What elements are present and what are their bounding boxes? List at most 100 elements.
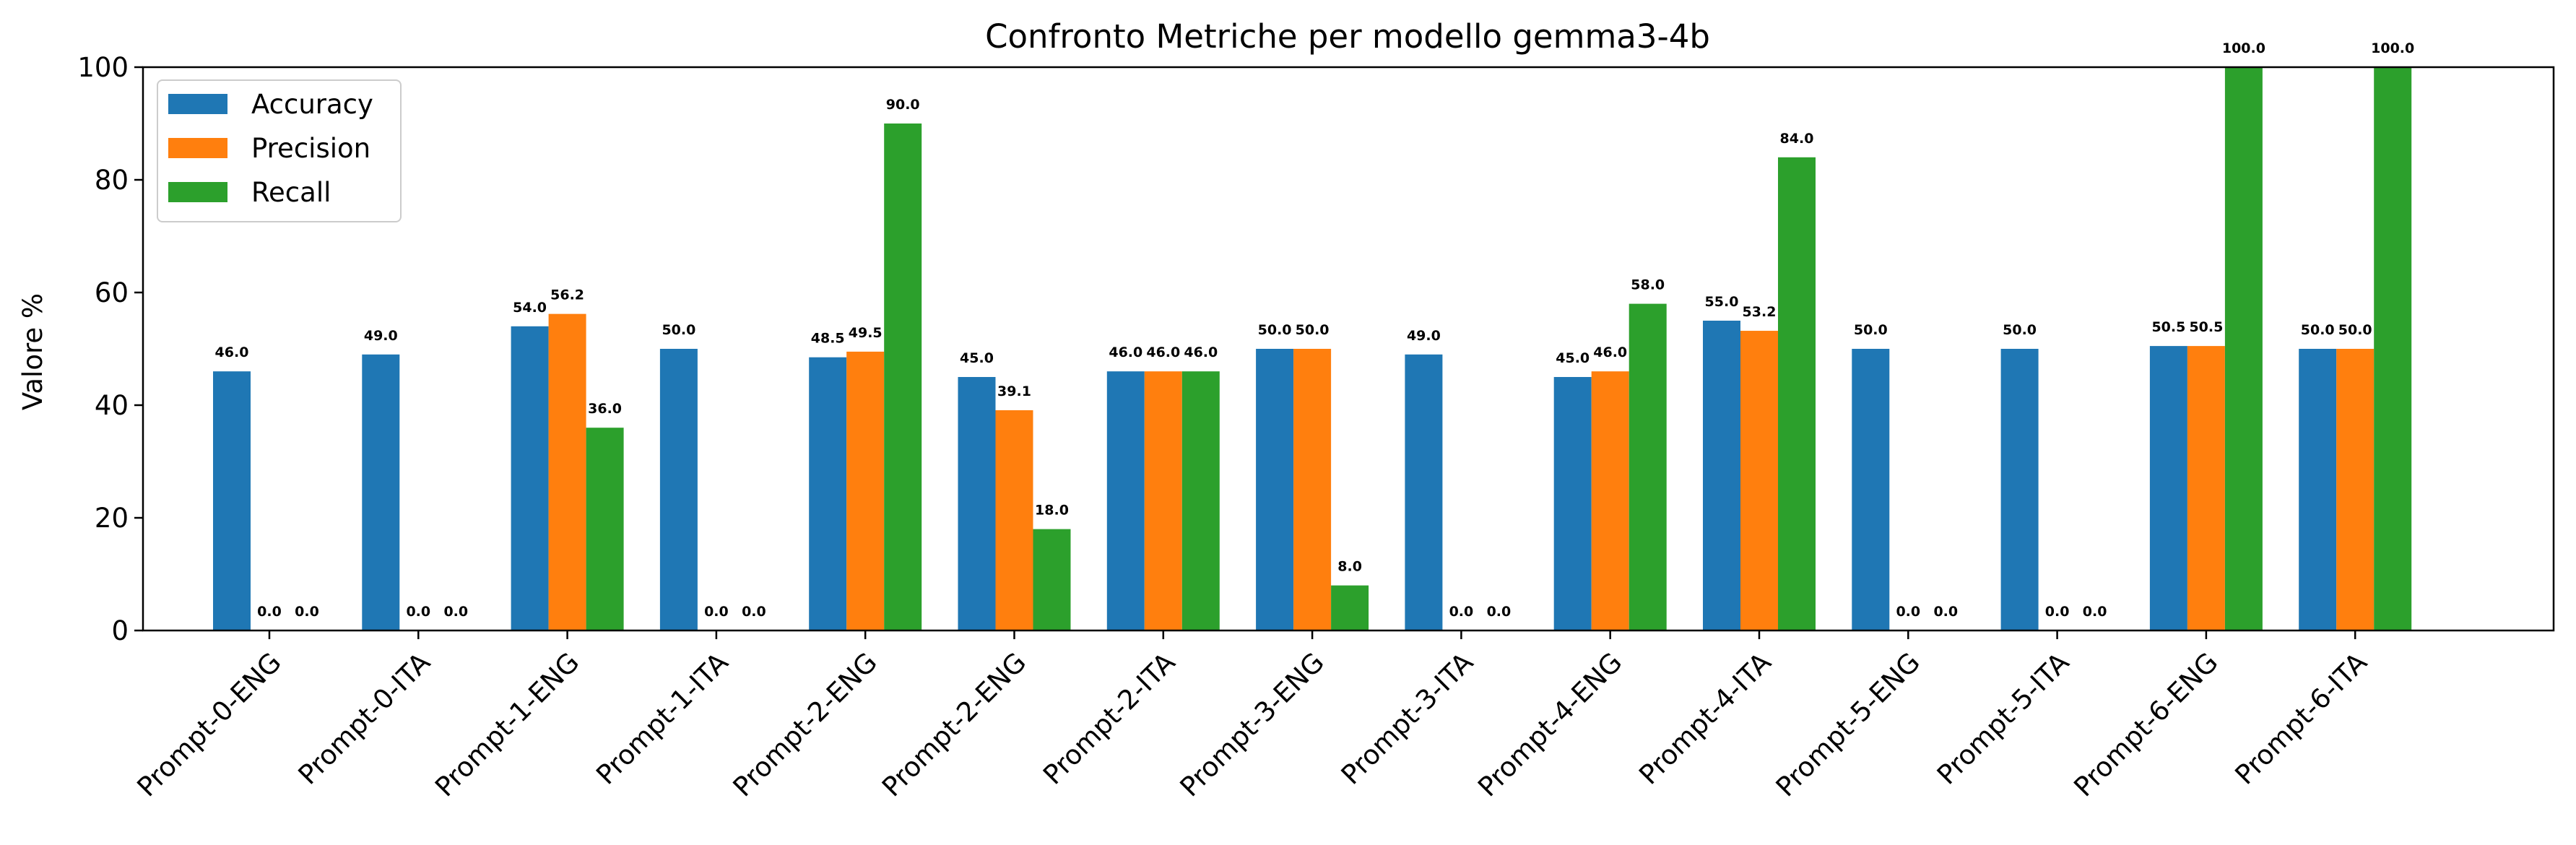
bar-accuracy [659, 349, 698, 630]
data-label: 8.0 [1337, 559, 1362, 575]
data-label: 0.0 [742, 604, 766, 620]
data-label: 50.0 [1296, 322, 1330, 338]
bar-recall [1778, 157, 1816, 631]
legend-swatch-recall [168, 182, 227, 202]
legend-label-accuracy: Accuracy [251, 89, 373, 120]
data-label: 0.0 [2045, 604, 2070, 620]
bar-accuracy [809, 357, 847, 630]
data-label: 53.2 [1743, 304, 1777, 320]
x-tick-label: Prompt-1-ITA [590, 646, 734, 790]
data-label: 49.5 [849, 325, 882, 341]
data-label: 50.0 [1258, 322, 1292, 338]
data-label: 84.0 [1780, 131, 1814, 147]
bar-accuracy [2149, 346, 2187, 630]
bar-accuracy [362, 354, 400, 630]
bar-precision [2336, 349, 2375, 630]
data-label: 50.0 [2301, 322, 2335, 338]
data-label: 50.0 [2338, 322, 2372, 338]
bar-accuracy [1256, 349, 1294, 630]
x-tick-label: Prompt-2-ITA [1037, 646, 1181, 790]
x-tick-label: Prompt-3-ITA [1335, 646, 1479, 790]
legend-swatch-precision [168, 138, 227, 158]
data-label: 56.2 [550, 287, 584, 303]
data-label: 0.0 [1896, 604, 1920, 620]
chart-title: Confronto Metriche per modello gemma3-4b [985, 17, 1710, 56]
x-tick-label: Prompt-2-ENG [727, 646, 883, 802]
data-label: 0.0 [1449, 604, 1474, 620]
bar-recall [1331, 585, 1369, 630]
bar-accuracy [958, 377, 996, 630]
y-tick-label: 100 [77, 52, 129, 83]
data-label: 0.0 [295, 604, 319, 620]
bar-accuracy [1106, 371, 1145, 630]
y-tick-label: 60 [95, 277, 129, 308]
data-label: 46.0 [215, 344, 249, 360]
bar-accuracy [213, 371, 251, 630]
y-tick-label: 40 [95, 390, 129, 421]
bars-group [213, 67, 2412, 631]
bar-recall [1033, 529, 1071, 630]
bar-accuracy [1852, 349, 1890, 630]
bar-recall [586, 428, 624, 630]
data-label: 0.0 [257, 604, 282, 620]
bar-accuracy [2000, 349, 2039, 630]
data-label: 100.0 [2222, 40, 2265, 56]
y-axis-ticks: 0 20 40 60 80 100 [77, 52, 143, 646]
data-label: 46.0 [1109, 344, 1142, 360]
y-tick-label: 80 [95, 165, 129, 196]
bar-accuracy [1405, 354, 1443, 630]
y-tick-label: 0 [111, 615, 129, 646]
data-label: 90.0 [886, 97, 920, 113]
bar-recall [884, 124, 922, 630]
data-label: 50.0 [662, 322, 695, 338]
legend: Accuracy Precision Recall [157, 79, 402, 222]
data-label: 50.0 [2003, 322, 2037, 338]
data-label: 0.0 [1933, 604, 1958, 620]
x-tick-label: Prompt-6-ITA [2229, 646, 2373, 790]
legend-label-recall: Recall [251, 177, 331, 208]
data-label: 58.0 [1631, 277, 1665, 293]
data-label: 39.1 [997, 384, 1031, 399]
bar-accuracy [511, 326, 549, 630]
bar-recall [1181, 371, 1220, 630]
bar-precision [995, 410, 1033, 630]
bar-accuracy [1703, 321, 1740, 630]
y-axis-label: Valore % [17, 293, 48, 410]
data-label: 18.0 [1035, 503, 1069, 519]
data-label: 54.0 [513, 300, 547, 316]
x-tick-label: Prompt-5-ITA [1931, 646, 2075, 790]
bar-recall [1629, 303, 1667, 630]
x-tick-label: Prompt-6-ENG [2068, 646, 2224, 802]
data-label: 0.0 [443, 604, 468, 620]
data-labels-group: 46.0 0.0 0.0 49.0 0.0 0.0 54.056.2 36.0 50.0 0.0 0… [215, 40, 2415, 620]
legend-label-precision: Precision [251, 133, 370, 164]
data-label: 36.0 [588, 401, 622, 417]
data-label: 0.0 [406, 604, 430, 620]
data-label: 49.0 [1407, 328, 1441, 344]
x-tick-label: Prompt-3-ENG [1174, 646, 1330, 802]
bar-precision [1591, 371, 1629, 630]
x-tick-label: Prompt-1-ENG [429, 646, 585, 802]
x-tick-label: Prompt-4-ITA [1633, 646, 1777, 790]
plot-frame [142, 66, 2555, 632]
data-label: 55.0 [1705, 294, 1739, 310]
x-tick-label: Prompt-5-ENG [1770, 646, 1926, 802]
x-tick-label: Prompt-4-ENG [1472, 646, 1628, 802]
bar-precision [1740, 331, 1778, 630]
x-tick-label: Prompt-2-ENG [876, 646, 1032, 802]
x-tick-label: Prompt-0-ITA [292, 646, 436, 790]
bar-precision [1293, 349, 1332, 630]
bar-accuracy [2299, 349, 2337, 630]
y-tick-label: 20 [95, 503, 129, 534]
legend-swatch-accuracy [168, 94, 227, 114]
data-label: 46.0 [1146, 344, 1180, 360]
data-label: 0.0 [2083, 604, 2107, 620]
bar-accuracy [1553, 377, 1592, 630]
data-label: 0.0 [704, 604, 729, 620]
data-label: 45.0 [1556, 350, 1590, 366]
data-label: 100.0 [2371, 40, 2414, 56]
x-tick-label: Prompt-0-ENG [131, 646, 287, 802]
data-label: 50.0 [1854, 322, 1888, 338]
